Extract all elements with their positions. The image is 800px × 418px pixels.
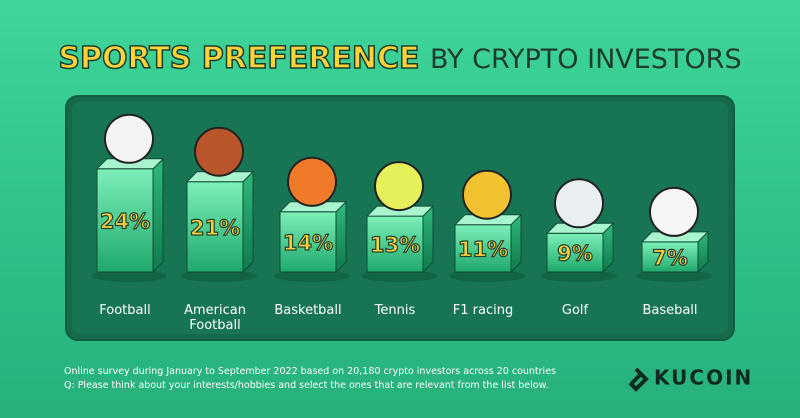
- value-label: 9%: [557, 242, 593, 266]
- title-highlight: SPORTS PREFERENCE: [58, 41, 419, 76]
- brand: KUCOIN: [654, 366, 753, 390]
- sport-icon: [104, 113, 154, 164]
- pillar-top: [453, 214, 523, 226]
- logo: KUCOIN: [628, 366, 753, 392]
- sport-icon: [374, 161, 424, 212]
- x-tick-label: Tennis: [374, 303, 416, 318]
- footnote: Q: Please think about your interests/hob…: [64, 380, 549, 391]
- pillar-top: [365, 205, 435, 217]
- pillar-shadow: [636, 270, 712, 282]
- sport-icon: [287, 156, 337, 207]
- x-tick-label: Football: [99, 303, 151, 318]
- pillar-side: [335, 200, 347, 274]
- chart-title: SPORTS PREFERENCE BY CRYPTO INVESTORS: [58, 41, 741, 76]
- pillar-top: [640, 231, 710, 243]
- bar: [366, 215, 424, 273]
- pillar-shadow: [274, 270, 350, 282]
- pillar-side: [242, 170, 254, 274]
- pillar-side: [152, 157, 164, 274]
- x-tick-label: Basketball: [274, 303, 342, 318]
- pillar-shadow: [361, 270, 437, 282]
- pillar-top: [95, 158, 165, 170]
- sport-icon: [194, 126, 244, 177]
- pillar-side: [422, 204, 434, 274]
- pillar-top: [278, 201, 348, 213]
- value-label: 11%: [458, 237, 508, 261]
- pillar-shadow: [449, 270, 525, 282]
- pillar-shadow: [181, 270, 257, 282]
- footnote: Online survey during January to Septembe…: [64, 366, 556, 377]
- pillar-shadow: [541, 270, 617, 282]
- title-rest: BY CRYPTO INVESTORS: [430, 44, 742, 75]
- sport-icon: [462, 169, 512, 220]
- value-label: 24%: [100, 209, 150, 233]
- bar: [641, 241, 699, 273]
- pillar-top: [545, 222, 615, 234]
- x-tick-label: American Football: [184, 303, 246, 333]
- value-label: 13%: [370, 233, 420, 257]
- value-label: 7%: [652, 246, 688, 270]
- x-tick-label: F1 racing: [452, 303, 514, 318]
- x-tick-label: Golf: [561, 303, 589, 318]
- value-label: 21%: [190, 216, 240, 240]
- value-label: 14%: [283, 231, 333, 255]
- bar: [279, 211, 337, 273]
- sport-icon: [649, 186, 699, 237]
- bar: [186, 181, 244, 273]
- pillar-shadow: [91, 270, 167, 282]
- sport-icon: [554, 178, 604, 229]
- pillar-top: [185, 171, 255, 183]
- x-tick-label: Baseball: [642, 303, 698, 318]
